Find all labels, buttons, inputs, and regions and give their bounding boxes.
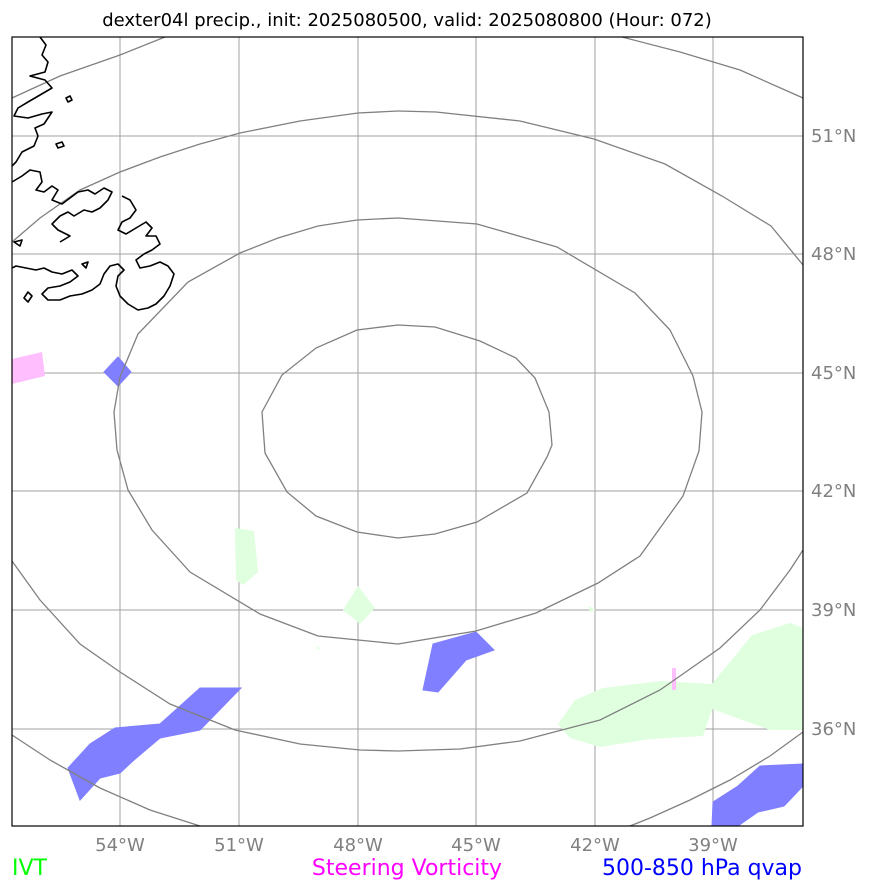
lon-tick-label: 39°W [688,835,738,856]
lat-tick-labels: 51°N 48°N 45°N 42°N 39°N 36°N [811,126,856,740]
coastline-island [13,239,23,247]
ivt-area [343,586,375,624]
lon-tick-labels: 54°W 51°W 48°W 45°W 42°W 39°W [95,835,738,856]
coastline-gulf [12,169,113,243]
lat-tick-label: 45°N [811,363,856,384]
lon-tick-label: 51°W [214,835,264,856]
qvap-area [711,763,803,826]
ivt-area [588,606,596,612]
map-title: dexter04l precip., init: 2025080500, val… [102,10,712,31]
coastline-island [81,261,89,269]
lat-tick-label: 42°N [811,481,856,502]
legend-ivt: IVT [12,856,48,881]
ring-second [113,217,703,645]
ring-inner [261,324,553,539]
qvap-area [422,631,495,693]
coastline-island [55,141,65,149]
ring-outer-top [12,37,166,99]
coastline-island [23,291,33,303]
coastline-island [65,95,73,103]
lat-tick-label: 48°N [811,244,856,265]
coastline [12,37,175,311]
ring-outer-top-right [621,37,803,99]
lon-tick-label: 48°W [333,835,383,856]
lon-tick-label: 45°W [451,835,501,856]
vorticity-area [12,352,45,384]
ivt-area [558,623,803,747]
legend-steering-vorticity: Steering Vorticity [312,856,502,881]
lon-tick-label: 42°W [570,835,620,856]
ring-third [397,110,803,266]
coastline-newfoundland [12,195,175,311]
ivt-area [235,528,258,585]
coastline-labrador [12,37,53,167]
ring-outer-bottom [12,734,201,826]
ring-outer-bottom-right [629,731,803,826]
qvap-shading [67,356,803,826]
plot-frame [11,36,804,827]
lat-tick-label: 39°N [811,600,856,621]
legend-qvap: 500-850 hPa qvap [602,856,802,881]
distance-rings [12,37,803,826]
vorticity-area [672,668,676,690]
lat-tick-label: 36°N [811,719,856,740]
ring-third-bottom [12,549,803,752]
qvap-area [67,687,243,801]
lat-tick-label: 51°N [811,126,856,147]
lon-tick-label: 54°W [95,835,145,856]
vorticity-shading [12,352,676,690]
ivt-area [316,646,320,650]
ivt-shading [235,528,803,747]
